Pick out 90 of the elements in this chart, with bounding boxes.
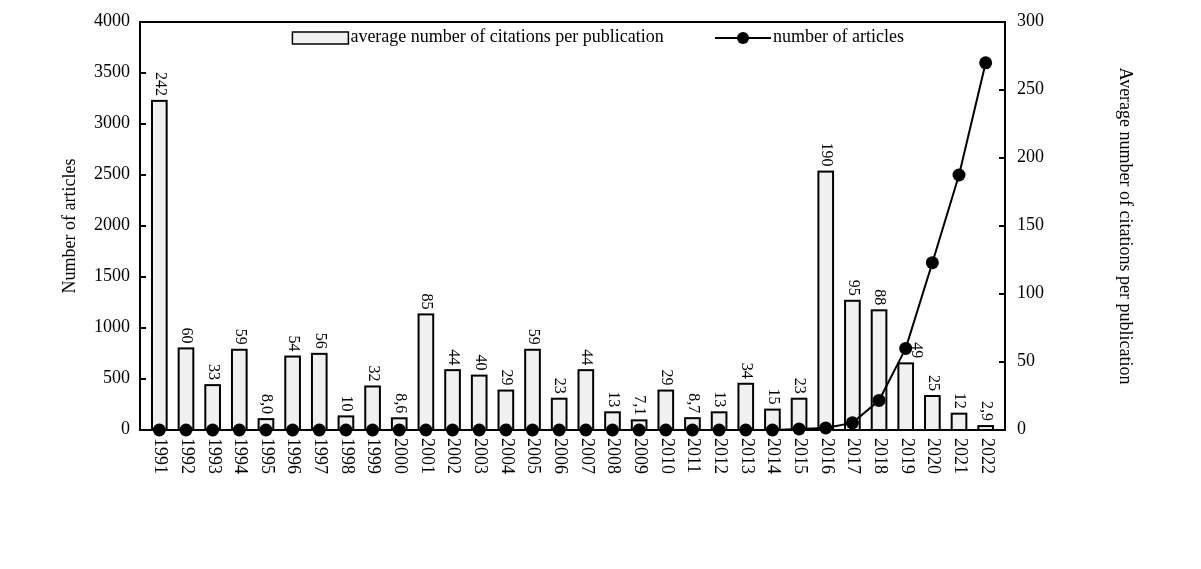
point (899, 341, 913, 355)
x-tick-label: 2015 (790, 438, 811, 474)
data-label: 15 (765, 388, 783, 405)
x-tick-label: 2008 (604, 438, 625, 474)
x-tick-label: 1991 (151, 438, 172, 474)
data-label: 7,1 (632, 395, 650, 416)
y2-tick-label: 50 (1017, 350, 1035, 371)
y2-tick-label: 200 (1017, 146, 1044, 167)
point (979, 56, 993, 70)
data-label: 56 (312, 332, 330, 349)
data-label: 60 (179, 327, 197, 344)
x-tick-label: 2005 (524, 438, 545, 474)
x-tick-label: 2007 (577, 438, 598, 474)
data-label: 8,0 (259, 394, 277, 415)
x-tick-label: 1995 (257, 438, 278, 474)
y-tick-label: 3500 (94, 61, 130, 82)
x-tick-label: 2013 (737, 438, 758, 474)
data-label: 59 (232, 328, 250, 345)
x-tick-label: 2000 (391, 438, 412, 474)
x-tick-label: 1998 (337, 438, 358, 474)
data-label: 2,9 (979, 401, 996, 422)
y-axis-title: Number of articles (59, 158, 79, 294)
x-tick-label: 2017 (844, 438, 865, 474)
x-tick-label: 2004 (497, 438, 518, 474)
data-label: 8,7 (685, 393, 703, 414)
x-tick-label: 2010 (657, 438, 678, 474)
data-label: 25 (925, 375, 943, 391)
x-tick-label: 2012 (710, 438, 731, 474)
y2-tick-label: 100 (1017, 282, 1044, 303)
data-label: 29 (659, 369, 677, 386)
data-label: 88 (872, 289, 890, 306)
data-label: 29 (499, 369, 517, 386)
y2-tick-label: 250 (1017, 78, 1044, 99)
x-tick-label: 1992 (177, 438, 198, 474)
data-label: 13 (605, 391, 623, 408)
y-tick-label: 1500 (94, 265, 130, 286)
x-tick-label: 1994 (231, 438, 252, 474)
y2-tick-label: 300 (1017, 10, 1044, 31)
point (872, 393, 886, 407)
y2-tick-label: 0 (1017, 418, 1026, 439)
y-tick-label: 4000 (94, 10, 130, 31)
x-tick-label: 2014 (764, 438, 785, 474)
x-tick-label: 2009 (631, 438, 652, 474)
data-label: 23 (552, 377, 570, 394)
x-tick-label: 2002 (444, 438, 465, 474)
y-tick-label: 2500 (94, 163, 130, 184)
data-label: 34 (739, 362, 757, 379)
x-tick-label: 2011 (684, 438, 705, 474)
data-label: 59 (525, 328, 543, 345)
legend-label: number of articles (773, 26, 904, 47)
data-label: 190 (819, 142, 837, 167)
y-tick-label: 1000 (94, 316, 130, 337)
x-tick-label: 2019 (897, 438, 918, 474)
data-label: 242 (152, 71, 170, 96)
data-label: 33 (205, 364, 223, 381)
data-label: 23 (792, 377, 810, 394)
data-label: 12 (952, 392, 970, 409)
x-tick-label: 2001 (417, 438, 438, 474)
point (845, 416, 859, 430)
x-tick-label: 2021 (950, 438, 971, 474)
y2-tick-label: 150 (1017, 214, 1044, 235)
data-label: 44 (579, 349, 597, 366)
data-label: 32 (365, 365, 383, 382)
data-label: 54 (285, 335, 303, 352)
data-label: 85 (419, 293, 437, 310)
data-label: 95 (845, 279, 863, 296)
x-tick-label: 2003 (471, 438, 492, 474)
x-tick-label: 1996 (284, 438, 305, 474)
point (925, 256, 939, 270)
x-tick-label: 2006 (551, 438, 572, 474)
y-tick-label: 500 (103, 367, 130, 388)
data-label: 10 (339, 395, 357, 412)
y-tick-label: 3000 (94, 112, 130, 133)
x-tick-label: 1997 (311, 438, 332, 474)
y2-axis-title: Average number of citations per publication (1116, 67, 1136, 385)
data-label: 40 (472, 354, 490, 371)
y-tick-label: 2000 (94, 214, 130, 235)
point (952, 168, 966, 182)
data-label: 8,6 (392, 393, 410, 414)
data-label: 44 (445, 349, 463, 366)
x-tick-label: 2020 (924, 438, 945, 474)
legend-label: average number of citations per publication (350, 26, 664, 47)
data-label: 49 (909, 342, 927, 359)
data-label: 13 (712, 391, 730, 408)
y-tick-label: 0 (121, 418, 130, 439)
x-tick-label: 1993 (204, 438, 225, 474)
x-tick-label: 2022 (977, 438, 998, 474)
x-tick-label: 2016 (817, 438, 838, 474)
x-tick-label: 2018 (870, 438, 891, 474)
x-tick-label: 1999 (364, 438, 385, 474)
